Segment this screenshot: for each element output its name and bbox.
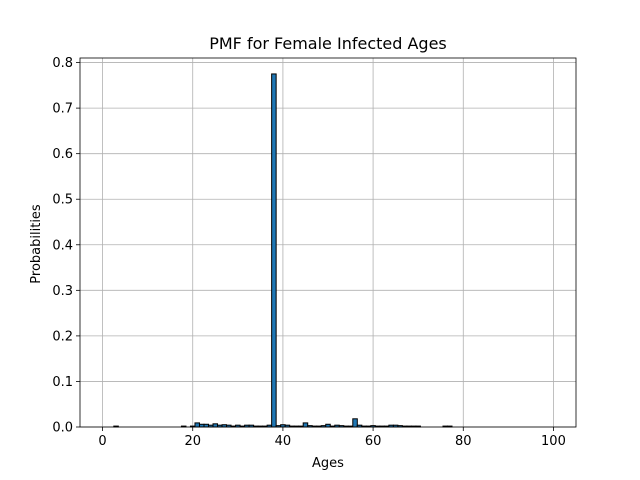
- bar: [325, 423, 331, 428]
- y-tick-label: 0.6: [52, 147, 73, 162]
- bar: [352, 418, 358, 428]
- bar: [212, 423, 219, 428]
- y-axis-label: Probabilities: [29, 204, 44, 284]
- y-axis-ticks: 0.0 0.1 0.2 0.3 0.4 0.5 0.6 0.7 0.8: [52, 56, 80, 436]
- x-tick-label: 20: [184, 434, 201, 449]
- y-tick-label: 0.7: [52, 102, 73, 117]
- plot-frame: [79, 57, 577, 428]
- x-axis-ticks: 0 20 40 60 80 100: [98, 427, 566, 449]
- x-tick-label: 0: [98, 434, 106, 449]
- grid-lines: [80, 58, 576, 428]
- bar: [271, 73, 277, 428]
- y-tick-label: 0.4: [52, 238, 73, 253]
- x-tick-label: 40: [275, 434, 292, 449]
- bar: [302, 422, 309, 428]
- chart-title: PMF for Female Infected Ages: [209, 34, 447, 53]
- bar: [203, 423, 210, 428]
- bar: [198, 423, 205, 428]
- y-tick-label: 0.3: [52, 284, 73, 299]
- y-tick-label: 0.8: [52, 56, 73, 71]
- plot-area: [80, 58, 576, 427]
- bar: [194, 422, 200, 428]
- x-tick-label: 60: [365, 434, 382, 449]
- y-tick-label: 0.0: [52, 421, 73, 436]
- x-tick-label: 100: [541, 434, 566, 449]
- y-tick-label: 0.5: [52, 193, 73, 208]
- x-axis-label: Ages: [312, 456, 344, 471]
- y-tick-label: 0.2: [52, 329, 73, 344]
- bars: [113, 73, 453, 428]
- y-tick-label: 0.1: [52, 375, 73, 390]
- x-tick-label: 80: [455, 434, 472, 449]
